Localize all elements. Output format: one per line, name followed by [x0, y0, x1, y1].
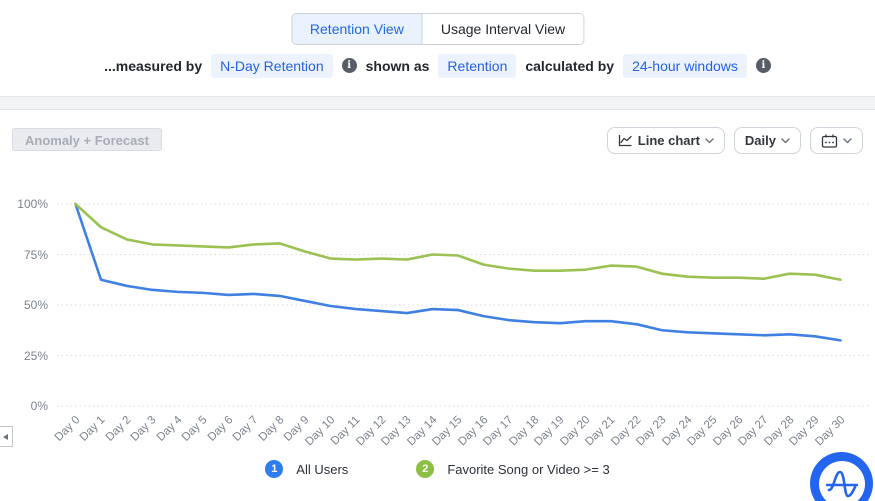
- line-chart-icon: [618, 135, 632, 147]
- shown-as-label: shown as: [365, 57, 430, 74]
- calendar-icon: [821, 134, 838, 148]
- info-icon[interactable]: i: [755, 58, 771, 73]
- amplitude-logo[interactable]: [810, 452, 873, 501]
- calculated-by-label: calculated by: [525, 57, 615, 74]
- y-tick-label: 25%: [23, 348, 48, 363]
- chevron-down-icon: [781, 137, 790, 143]
- y-tick-label: 50%: [23, 298, 48, 312]
- chevron-down-icon: [843, 137, 852, 143]
- anomaly-forecast-button[interactable]: Anomaly + Forecast: [12, 128, 162, 151]
- window-pill[interactable]: 24-hour windows: [623, 53, 747, 78]
- chart-legend: 1 All Users 2 Favorite Song or Video >= …: [0, 460, 875, 478]
- series-line: [74, 202, 842, 282]
- legend-item-all-users[interactable]: 1 All Users: [265, 460, 348, 478]
- legend-item-favorite-song[interactable]: 2 Favorite Song or Video >= 3: [416, 460, 610, 478]
- chart-type-dropdown[interactable]: Line chart: [606, 127, 725, 154]
- series-1-label: All Users: [296, 461, 349, 477]
- measure-type-pill[interactable]: N-Day Retention: [211, 53, 333, 78]
- interval-label: Daily: [744, 133, 776, 148]
- chart-controls: Line chart Daily: [606, 127, 863, 154]
- measured-by-label: ...measured by: [104, 57, 203, 74]
- series-2-badge: 2: [416, 460, 435, 478]
- series-1-badge: 1: [265, 460, 284, 478]
- shown-as-pill[interactable]: Retention: [438, 53, 517, 78]
- tab-usage-interval-view[interactable]: Usage Interval View: [421, 14, 584, 44]
- date-range-dropdown[interactable]: [810, 127, 863, 154]
- interval-dropdown[interactable]: Daily: [733, 127, 801, 154]
- series-line: [74, 202, 842, 342]
- view-switcher: Retention View Usage Interval View: [290, 13, 585, 45]
- left-arrow-icon: [3, 433, 8, 440]
- info-icon[interactable]: i: [341, 58, 357, 73]
- chevron-down-icon: [705, 137, 714, 143]
- tab-retention-view[interactable]: Retention View: [291, 14, 422, 44]
- collapse-panel-button[interactable]: [0, 426, 13, 447]
- series-2-label: Favorite Song or Video >= 3: [447, 461, 610, 477]
- amplitude-wave-icon: [818, 460, 865, 501]
- y-tick-label: 0%: [30, 399, 48, 413]
- y-tick-label: 75%: [23, 247, 48, 262]
- y-tick-label: 100%: [17, 197, 48, 211]
- chart-type-label: Line chart: [637, 133, 700, 148]
- measurement-summary: ...measured by N-Day Retention i shown a…: [0, 52, 875, 79]
- section-divider: [0, 96, 875, 110]
